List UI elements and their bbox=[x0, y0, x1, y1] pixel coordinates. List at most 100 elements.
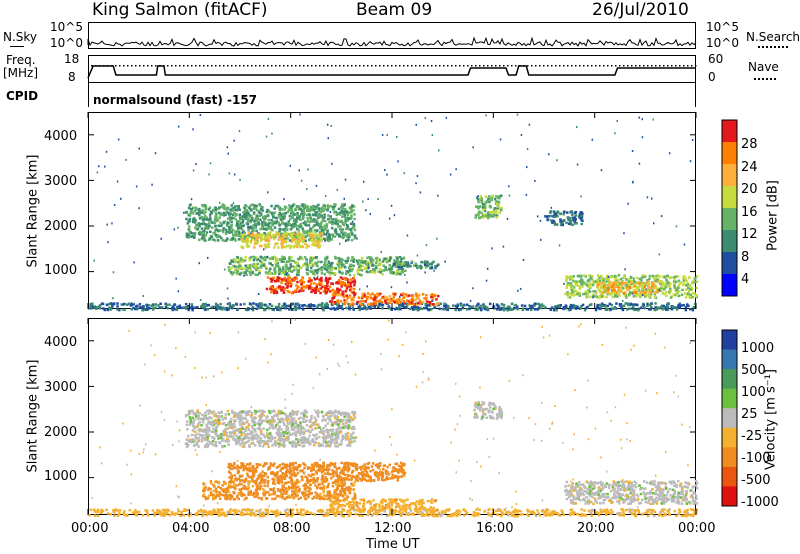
power-cell-2-171 bbox=[264, 245, 268, 249]
power-scatter-151 bbox=[142, 295, 144, 297]
power-cell-9-265 bbox=[687, 289, 691, 293]
power-cell-3-71 bbox=[273, 255, 277, 259]
velocity-cell-0-829 bbox=[215, 444, 218, 448]
velocity-cell-0-95 bbox=[290, 426, 294, 430]
power-cell-4-169 bbox=[343, 282, 347, 285]
power-cell-6-43 bbox=[397, 265, 400, 269]
power-cell-1-374 bbox=[308, 238, 311, 242]
power-scatter-159 bbox=[315, 184, 318, 187]
power-scatter-9 bbox=[384, 169, 386, 171]
power-cell-0-406 bbox=[458, 308, 461, 312]
power-cell-0-191 bbox=[654, 302, 657, 305]
power-cell-1-975 bbox=[217, 224, 220, 227]
power-cell-3-485 bbox=[268, 269, 271, 273]
power-cell-1-769 bbox=[187, 232, 190, 235]
power-cell-7-80 bbox=[481, 206, 485, 209]
power-cell-9-106 bbox=[626, 283, 629, 286]
power-cell-0-599 bbox=[502, 306, 506, 310]
power-cell-9-207 bbox=[600, 274, 603, 278]
power-cell-9-361 bbox=[567, 275, 570, 279]
power-cell-3-177 bbox=[359, 264, 363, 267]
power-cell-3-493 bbox=[368, 256, 371, 259]
power-cell-2-205 bbox=[240, 245, 243, 248]
power-cell-3-457 bbox=[257, 266, 260, 270]
velocity-ytick-3000: 3000 bbox=[44, 380, 78, 395]
power-cell-4-227 bbox=[286, 279, 290, 282]
power-cell-3-103 bbox=[244, 255, 247, 259]
power-cell-2-211 bbox=[296, 238, 300, 242]
power-cell-3-320 bbox=[305, 271, 309, 275]
power-cell-1-680 bbox=[350, 210, 353, 214]
velocity-cell-0-290 bbox=[240, 442, 243, 445]
power-cell-7-104 bbox=[495, 209, 498, 212]
velocity-cell-0-120 bbox=[314, 437, 318, 441]
cpid-text: normalsound (fast) -157 bbox=[93, 93, 258, 107]
power-cell-2-156 bbox=[264, 239, 267, 242]
power-scatter-66 bbox=[228, 172, 231, 175]
power-cell-1-1001 bbox=[230, 230, 233, 234]
velocity-cell-0-678 bbox=[300, 430, 303, 433]
power-cell-1-927 bbox=[348, 235, 351, 238]
velocity-cell-0-641 bbox=[299, 428, 303, 432]
power-cb-tick-16: 16 bbox=[741, 205, 758, 220]
power-cell-8-6 bbox=[579, 218, 583, 221]
power-cell-9-287 bbox=[574, 290, 578, 293]
power-scatter-195 bbox=[298, 169, 300, 172]
power-cell-5-135 bbox=[359, 301, 362, 305]
power-cell-1-580 bbox=[279, 218, 283, 221]
power-cell-9-189 bbox=[568, 282, 571, 285]
power-cell-0-370 bbox=[583, 308, 587, 312]
velocity-cell-0-601 bbox=[271, 444, 274, 447]
power-ytick-1000: 1000 bbox=[44, 263, 78, 278]
velocity-cell-0-598 bbox=[335, 439, 338, 442]
velocity-cell-0-608 bbox=[211, 436, 215, 439]
velocity-cell-0-913 bbox=[253, 409, 257, 413]
power-cell-1-881 bbox=[255, 204, 258, 208]
power-cell-4-79 bbox=[286, 276, 290, 280]
power-cell-1-275 bbox=[237, 238, 241, 241]
power-cell-3-419 bbox=[340, 258, 343, 261]
power-cell-9-482 bbox=[567, 281, 570, 285]
power-cell-9-326 bbox=[635, 287, 639, 291]
power-cell-9-454 bbox=[607, 278, 610, 281]
power-cell-1-482 bbox=[218, 211, 221, 215]
velocity-cell-0-286 bbox=[193, 418, 196, 422]
power-cell-4-7 bbox=[302, 289, 305, 292]
power-cell-9-500 bbox=[679, 281, 682, 284]
power-cell-9-400 bbox=[578, 279, 582, 283]
velocity-cell-0-7 bbox=[263, 410, 266, 413]
power-cell-9-453 bbox=[655, 287, 659, 290]
velocity-cell-0-852 bbox=[247, 424, 250, 427]
power-scatter-163 bbox=[300, 179, 303, 182]
velocity-cell-0-800 bbox=[250, 413, 253, 417]
power-cell-8-58 bbox=[568, 217, 572, 220]
power-cell-2-160 bbox=[280, 242, 283, 246]
power-cell-9-187 bbox=[641, 274, 645, 277]
power-cell-9-401 bbox=[585, 284, 589, 287]
power-cell-1-956 bbox=[202, 238, 206, 242]
power-cell-1-741 bbox=[263, 227, 266, 231]
velocity-cell-0-878 bbox=[248, 436, 251, 440]
power-cell-3-23 bbox=[231, 273, 234, 276]
power-cell-5-35 bbox=[331, 302, 334, 305]
power-cell-1-566 bbox=[256, 239, 259, 242]
power-scatter-57 bbox=[563, 282, 565, 285]
power-cell-0-380 bbox=[286, 304, 290, 308]
power-cell-0-181 bbox=[635, 308, 638, 311]
velocity-cell-0-112 bbox=[296, 428, 300, 432]
power-cell-1-587 bbox=[233, 211, 236, 215]
power-cell-3-54 bbox=[326, 270, 329, 273]
power-cell-0-203 bbox=[461, 306, 465, 310]
power-scatter-30 bbox=[627, 202, 629, 205]
power-cell-1-547 bbox=[194, 226, 197, 230]
power-cell-3-460 bbox=[305, 258, 308, 261]
power-cell-1-74 bbox=[198, 225, 201, 228]
power-cell-9-107 bbox=[655, 275, 658, 278]
power-cell-0-420 bbox=[258, 305, 261, 308]
power-cell-9-391 bbox=[595, 295, 598, 298]
power-cell-2-29 bbox=[266, 238, 270, 241]
power-cell-9-444 bbox=[656, 278, 659, 282]
velocity-cell-0-482 bbox=[305, 411, 309, 414]
power-cell-9-496 bbox=[631, 279, 634, 282]
power-scatter-179 bbox=[621, 300, 624, 302]
